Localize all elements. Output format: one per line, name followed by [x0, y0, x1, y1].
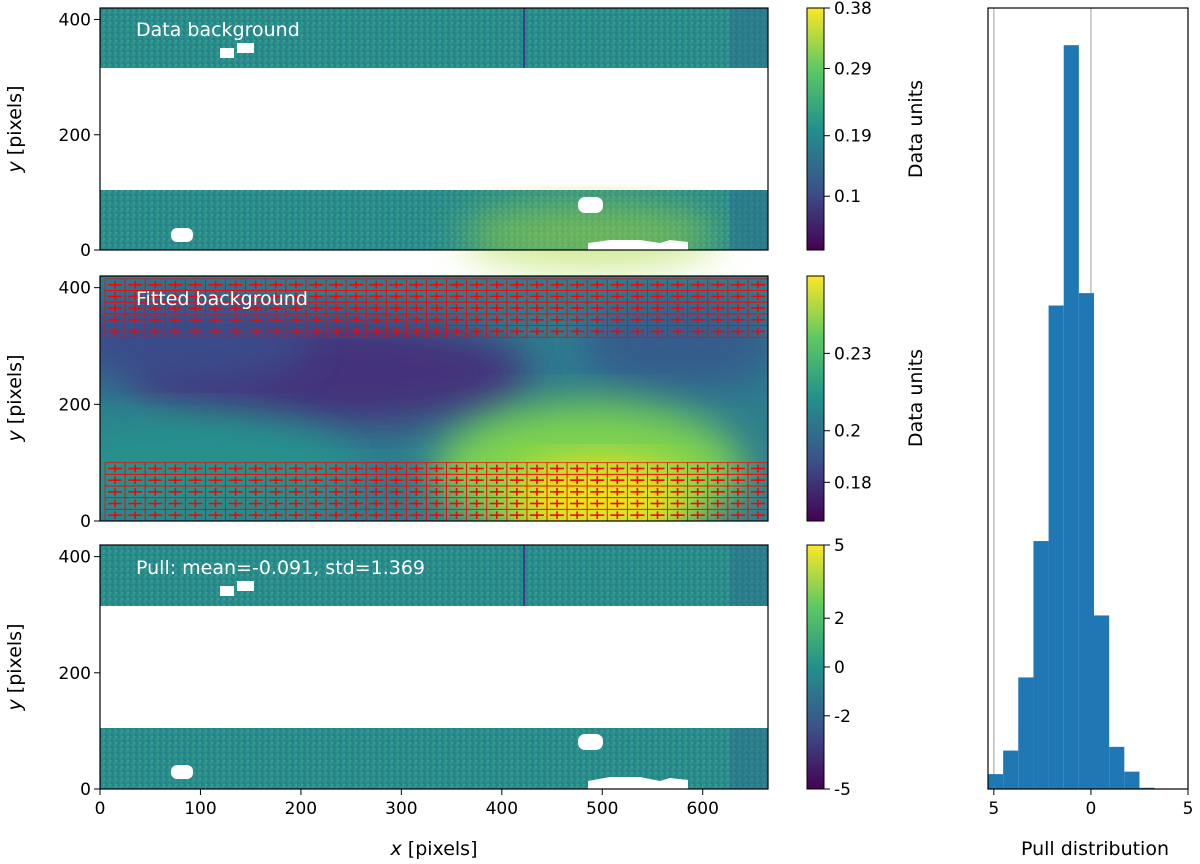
- hist-bar: [1018, 677, 1034, 789]
- x-axis-title: Pull distribution: [1021, 838, 1169, 860]
- y-axis-title: y [pixels]: [4, 86, 26, 174]
- plot-frame: [99, 7, 769, 251]
- mid-region: [100, 415, 360, 521]
- x-tick-label: 300: [385, 799, 417, 819]
- bright-glow: [460, 200, 720, 270]
- colorbar-tick-label: 0.2: [834, 422, 861, 442]
- pull-distribution-panel: 5 0 5 Pull distribution: [987, 7, 1193, 860]
- panel-annotation: Fitted background: [136, 288, 308, 310]
- valid-band-bottom: [100, 728, 768, 789]
- low-region-left: [100, 297, 310, 387]
- hist-bar: [988, 774, 1004, 789]
- colorbar-label: Data units: [905, 349, 927, 447]
- x-axis: 0 100 200 300 400 500 600: [95, 789, 719, 819]
- y-tick-label: 0: [80, 780, 91, 800]
- low-right: [580, 300, 768, 390]
- panel-annotation: Data background: [136, 19, 300, 41]
- plot-frame: [99, 275, 769, 522]
- y-tick-label: 200: [59, 126, 91, 146]
- x-tick-label: 600: [686, 799, 718, 819]
- dark-right-edge-top: [730, 8, 768, 68]
- colorbar-tick-label: -5: [834, 780, 851, 800]
- x-axis: 5 0 5: [988, 789, 1193, 819]
- colorbar: [806, 544, 825, 790]
- hist-bar: [1048, 305, 1064, 789]
- hot-core: [510, 460, 690, 521]
- colorbar: [806, 275, 825, 522]
- x-tick-label: 5: [988, 799, 999, 819]
- y-axis: 0 200 400: [59, 279, 100, 532]
- dark-right-edge-top: [730, 545, 768, 606]
- y-tick-label: 400: [59, 11, 91, 31]
- hist-bar: [1094, 615, 1110, 789]
- y-tick-label: 400: [59, 548, 91, 568]
- plot-frame: [987, 7, 1189, 790]
- x-tick-label: 400: [486, 799, 518, 819]
- x-tick-label: 200: [285, 799, 317, 819]
- colorbar-tick-label: 0.1: [834, 187, 861, 207]
- panel-annotation: Pull: mean=-0.091, std=1.369: [136, 557, 425, 579]
- y-tick-label: 200: [59, 395, 91, 415]
- x-tick-label: 500: [586, 799, 618, 819]
- y-tick-label: 0: [80, 512, 91, 532]
- hist-bar: [1003, 750, 1019, 789]
- hist-bar: [1078, 293, 1095, 789]
- x-tick-label: 5: [1183, 799, 1194, 819]
- dark-right-edge-bottom: [730, 728, 768, 789]
- colorbar-tick-label: 0.19: [834, 127, 872, 147]
- fit-grid-boxes: [104, 278, 769, 522]
- pull-panel: Pull: mean=-0.091, std=1.369 0 200 400 0 10…: [4, 536, 851, 860]
- x-tick-label: 0: [1085, 799, 1096, 819]
- hist-bar: [1109, 746, 1125, 789]
- y-axis-title: y [pixels]: [4, 355, 26, 443]
- fitted-background-panel: Fitted background 0 200 400 y [pixels] 0.1…: [4, 275, 927, 532]
- y-tick-label: 400: [59, 279, 91, 299]
- hist-bar: [1063, 45, 1079, 789]
- y-axis: 0 200 400: [59, 548, 100, 800]
- x-tick-label: 0: [95, 799, 106, 819]
- y-axis-title: y [pixels]: [4, 624, 26, 712]
- colorbar-tick-label: 5: [834, 536, 845, 556]
- masked-blobs: [171, 43, 688, 250]
- hist-bar: [1124, 771, 1140, 789]
- masked-blobs: [171, 581, 688, 789]
- colorbar-tick-label: 0.29: [834, 60, 872, 80]
- valid-band-top: [100, 8, 768, 68]
- dark-right-edge-bottom: [730, 190, 768, 250]
- plot-frame: [99, 544, 769, 790]
- x-axis-title: x [pixels]: [390, 838, 478, 860]
- histogram-bars: [988, 45, 1185, 789]
- x-tick-label: 100: [184, 799, 216, 819]
- colorbar-tick-label: 0.38: [834, 0, 872, 19]
- hist-bar: [1139, 787, 1155, 789]
- colorbar-tick-label: 2: [834, 609, 845, 629]
- colorbar-tick-label: -2: [834, 707, 851, 727]
- y-tick-label: 200: [59, 664, 91, 684]
- colorbar: [806, 7, 825, 251]
- colorbar-label: Data units: [905, 80, 927, 178]
- colorbar-tick-label: 0.23: [834, 344, 872, 364]
- colorbar-ticks: 0.1 0.19 0.29 0.38: [824, 0, 872, 207]
- hist-bar: [1033, 541, 1049, 789]
- colorbar-ticks: -5 -2 0 2 5: [824, 536, 851, 800]
- colorbar-tick-label: 0.18: [834, 473, 872, 493]
- colorbar-tick-label: 0: [834, 658, 845, 678]
- y-tick-label: 0: [80, 241, 91, 261]
- valid-band-top: [100, 545, 768, 606]
- y-axis: 0 200 400: [59, 11, 100, 261]
- colorbar-ticks: 0.18 0.2 0.23: [824, 344, 872, 493]
